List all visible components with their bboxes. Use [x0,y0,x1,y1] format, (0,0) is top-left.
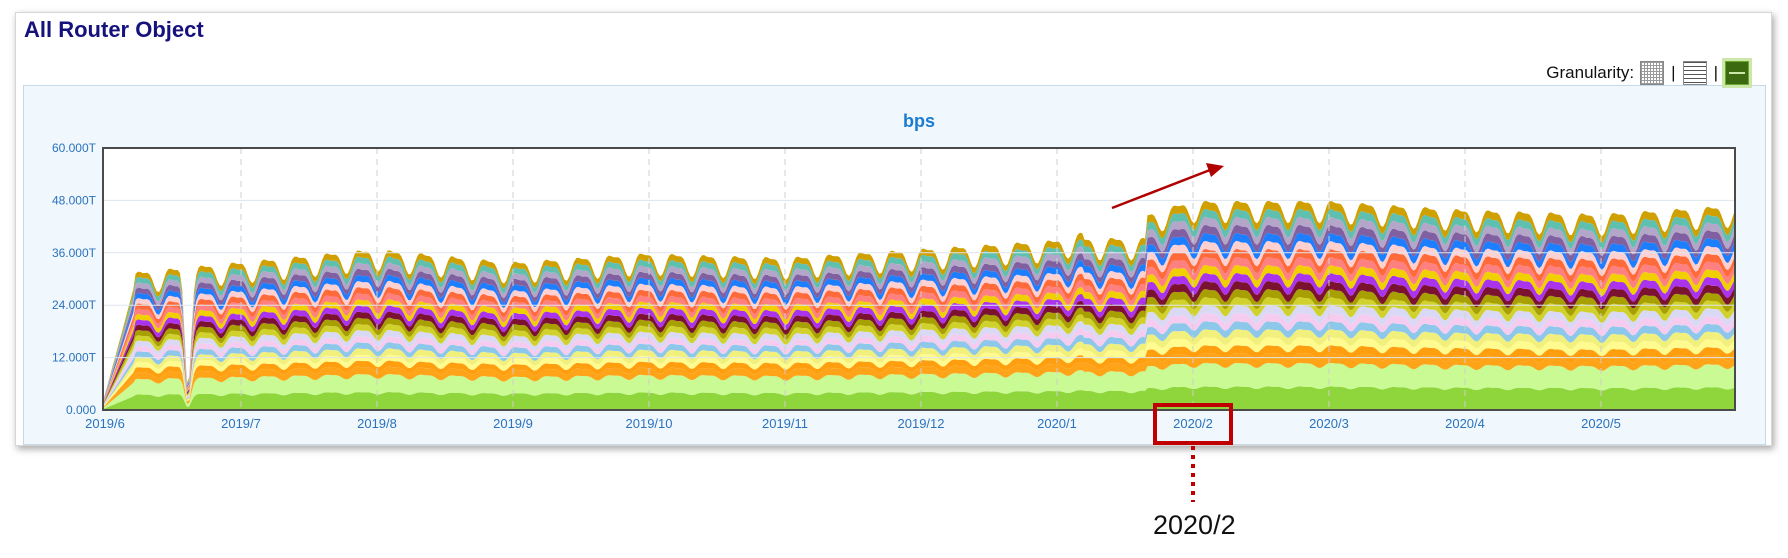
x-tick-label: 2020/5 [1581,416,1621,431]
series-1-area [103,386,1735,410]
x-tick-label: 2020/2 [1173,416,1213,431]
x-tick-label: 2019/9 [493,416,533,431]
granularity-separator: | [1713,63,1718,82]
y-tick-label: 12.000T [52,351,97,365]
granularity-control: Granularity: | | [1546,61,1749,85]
y-tick-label: 0.000 [66,403,96,417]
granularity-label: Granularity: [1546,63,1635,82]
annotation-callout-label: 2020/2 [1153,510,1236,540]
y-tick-label: 60.000T [52,141,97,155]
x-tick-label: 2020/1 [1037,416,1077,431]
y-tick-label: 36.000T [52,246,97,260]
lines-icon[interactable] [1682,61,1707,85]
x-tick-label: 2019/11 [762,416,808,431]
x-tick-label: 2019/6 [85,416,125,431]
x-tick-label: 2019/7 [221,416,261,431]
trend-arrow-head [1206,163,1224,177]
fine-grid-icon[interactable] [1640,61,1665,85]
chart-title: bps [903,111,935,131]
highlight-box [1153,403,1233,445]
bars-icon[interactable] [1725,61,1749,85]
plot-frame [102,147,1736,411]
x-tick-label: 2019/8 [357,416,397,431]
trend-arrow-line [1111,168,1211,210]
granularity-separator: | [1671,63,1676,82]
y-tick-label: 48.000T [52,193,97,207]
x-tick-label: 2019/12 [898,416,945,431]
x-tick-label: 2020/3 [1309,416,1349,431]
x-tick-label: 2020/4 [1445,416,1485,431]
y-tick-label: 24.000T [52,298,97,312]
x-tick-label: 2019/10 [626,416,673,431]
page-title: All Router Object [24,17,204,42]
series-2-area [103,362,1735,409]
stacked-areas [103,200,1735,410]
